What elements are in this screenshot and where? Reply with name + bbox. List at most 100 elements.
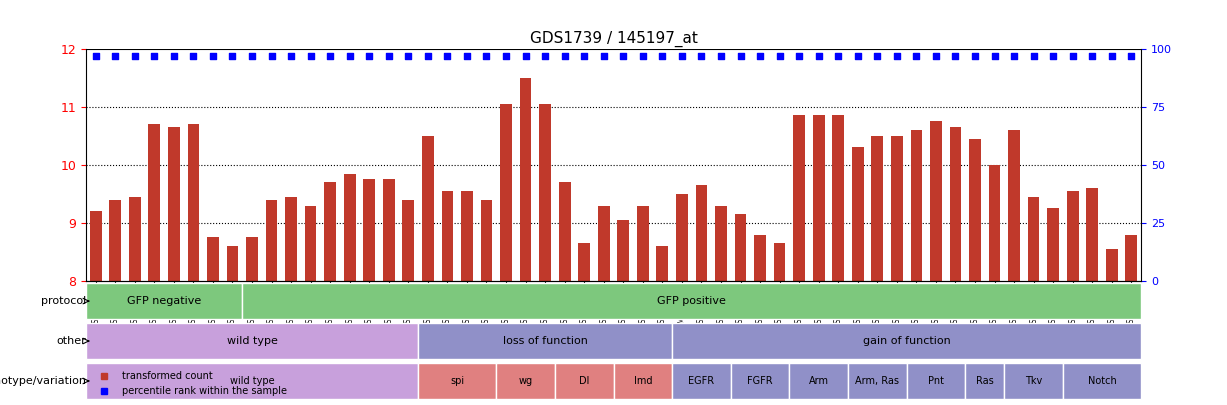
Text: Notch: Notch xyxy=(1087,376,1117,386)
Bar xyxy=(247,237,258,281)
Point xyxy=(204,52,223,59)
Text: genotype/variation: genotype/variation xyxy=(0,376,86,386)
Text: Arm: Arm xyxy=(809,376,828,386)
Point xyxy=(731,52,751,59)
Text: Arm, Ras: Arm, Ras xyxy=(855,376,899,386)
Text: Tkv: Tkv xyxy=(1025,376,1042,386)
Bar xyxy=(969,139,980,281)
Bar xyxy=(794,115,805,281)
Point xyxy=(320,52,340,59)
Bar xyxy=(755,234,766,281)
FancyBboxPatch shape xyxy=(86,283,242,319)
Bar xyxy=(656,246,669,281)
Bar xyxy=(344,174,356,281)
Point xyxy=(340,52,360,59)
Text: GFP positive: GFP positive xyxy=(658,296,726,306)
Bar xyxy=(501,104,512,281)
Point xyxy=(86,52,106,59)
Title: GDS1739 / 145197_at: GDS1739 / 145197_at xyxy=(530,31,697,47)
Point xyxy=(301,52,320,59)
Point xyxy=(672,52,692,59)
Point xyxy=(828,52,848,59)
Bar xyxy=(871,136,883,281)
Text: gain of function: gain of function xyxy=(863,336,951,346)
FancyBboxPatch shape xyxy=(86,323,418,359)
FancyBboxPatch shape xyxy=(672,323,1141,359)
Point xyxy=(809,52,828,59)
Text: wg: wg xyxy=(519,376,533,386)
Point xyxy=(633,52,653,59)
Point xyxy=(692,52,712,59)
Bar xyxy=(774,243,785,281)
Bar xyxy=(539,104,551,281)
FancyBboxPatch shape xyxy=(614,363,672,399)
Bar xyxy=(1086,188,1098,281)
Point xyxy=(1082,52,1102,59)
Bar xyxy=(852,147,864,281)
Point xyxy=(1043,52,1063,59)
Bar xyxy=(930,121,942,281)
Bar xyxy=(735,214,746,281)
Bar xyxy=(520,78,531,281)
Point xyxy=(125,52,145,59)
Text: protocol: protocol xyxy=(40,296,86,306)
Point xyxy=(1102,52,1121,59)
Point xyxy=(887,52,907,59)
Text: GFP negative: GFP negative xyxy=(126,296,201,306)
Bar xyxy=(402,200,415,281)
Bar xyxy=(148,124,161,281)
Point xyxy=(222,52,242,59)
Point xyxy=(399,52,418,59)
Bar xyxy=(422,136,433,281)
Bar xyxy=(832,115,844,281)
Point xyxy=(360,52,379,59)
Point xyxy=(614,52,633,59)
Bar xyxy=(285,197,297,281)
Bar xyxy=(266,200,277,281)
Text: EGFR: EGFR xyxy=(688,376,714,386)
Bar xyxy=(324,182,336,281)
FancyBboxPatch shape xyxy=(848,363,907,399)
Point xyxy=(418,52,438,59)
Bar xyxy=(812,115,825,281)
Point xyxy=(1121,52,1141,59)
Bar xyxy=(442,191,453,281)
FancyBboxPatch shape xyxy=(418,323,672,359)
Bar xyxy=(481,200,492,281)
Bar xyxy=(227,246,238,281)
Bar xyxy=(109,200,121,281)
Bar xyxy=(1066,191,1079,281)
Text: loss of function: loss of function xyxy=(503,336,588,346)
FancyBboxPatch shape xyxy=(86,363,418,399)
Bar xyxy=(1048,209,1059,281)
Point xyxy=(946,52,966,59)
Bar xyxy=(1106,249,1118,281)
Point xyxy=(769,52,789,59)
Bar xyxy=(90,211,102,281)
Bar xyxy=(578,243,590,281)
Bar xyxy=(1009,130,1020,281)
Point xyxy=(1063,52,1082,59)
Bar xyxy=(461,191,472,281)
FancyBboxPatch shape xyxy=(242,283,1141,319)
FancyBboxPatch shape xyxy=(1005,363,1063,399)
Point xyxy=(848,52,867,59)
Point xyxy=(164,52,184,59)
Point xyxy=(379,52,399,59)
Point xyxy=(926,52,946,59)
Point xyxy=(145,52,164,59)
Point xyxy=(496,52,515,59)
Bar xyxy=(558,182,571,281)
Bar xyxy=(617,220,629,281)
Bar xyxy=(168,127,179,281)
Bar xyxy=(910,130,923,281)
Bar xyxy=(950,127,961,281)
FancyBboxPatch shape xyxy=(418,363,496,399)
Text: spi: spi xyxy=(450,376,464,386)
Point xyxy=(476,52,496,59)
Text: Imd: Imd xyxy=(633,376,652,386)
Bar xyxy=(715,205,726,281)
FancyBboxPatch shape xyxy=(966,363,1005,399)
Bar xyxy=(304,205,317,281)
Bar xyxy=(598,205,610,281)
